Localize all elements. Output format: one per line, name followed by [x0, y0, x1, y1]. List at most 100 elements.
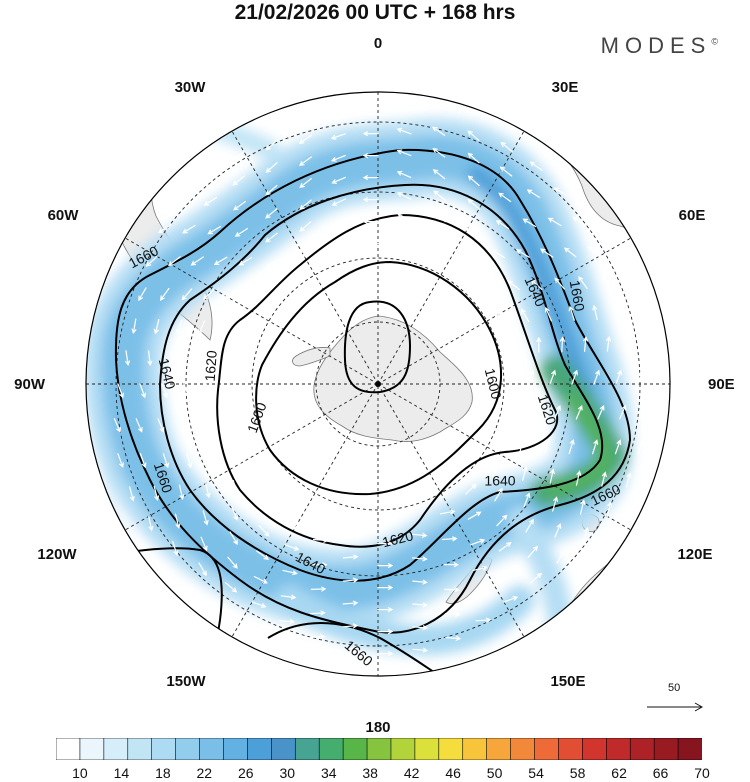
lon-label-0: 0 — [374, 35, 382, 52]
contour-1620 — [216, 213, 558, 548]
wind-arrow — [491, 249, 505, 259]
wind-arrow — [556, 549, 565, 564]
wind-arrow — [552, 496, 559, 512]
colorbar-box — [79, 738, 105, 760]
wind-arrow — [284, 544, 300, 551]
wind-arrow — [260, 500, 270, 514]
map-boundary — [85, 91, 671, 677]
wind-arrow — [129, 486, 135, 502]
wind-arrow — [238, 257, 253, 266]
wind-arrow — [532, 405, 539, 420]
wind-arrow — [377, 651, 394, 657]
contour-label: 1640 — [156, 357, 179, 391]
colorbar — [56, 738, 702, 760]
wind-arrow — [330, 133, 346, 140]
wind-arrow — [606, 335, 612, 352]
wind-arrow — [157, 418, 165, 433]
contour-1640 — [158, 183, 604, 582]
wind-arrow — [527, 369, 534, 385]
wind-arrow — [439, 509, 456, 515]
colorbar-box — [127, 738, 153, 760]
colorbar-tick-label: 14 — [113, 765, 130, 781]
wind-arrow — [145, 255, 158, 267]
wind-arrow — [159, 287, 170, 301]
wind-arrow — [310, 586, 327, 592]
wind-arrow — [523, 492, 531, 508]
wind-arrow — [498, 192, 512, 203]
lon-label-60e: 60E — [679, 207, 706, 224]
wind-arrow — [236, 351, 242, 368]
colorbar-tick-label: 30 — [279, 765, 296, 781]
wind-arrow — [153, 319, 160, 335]
colorbar-box — [486, 738, 512, 760]
wind-arrow — [183, 383, 190, 399]
wind-arrow — [213, 256, 228, 266]
wind-arrow — [169, 350, 175, 367]
wind-arrow — [554, 523, 562, 538]
colorbar-tick-label: 70 — [694, 765, 710, 781]
contour-1600-outer — [255, 260, 503, 496]
wind-arrow — [615, 304, 621, 320]
colorbar-tick-label: 66 — [652, 765, 669, 781]
wind-arrow — [210, 452, 216, 468]
lon-label-60w: 60W — [48, 207, 80, 224]
wind-arrow — [522, 465, 528, 482]
wind-arrow — [540, 248, 554, 258]
colorbar-box — [56, 738, 81, 760]
wind-arrow — [279, 619, 296, 625]
wind-arrow — [265, 208, 278, 219]
contour-label: 1640 — [484, 473, 515, 489]
wind-arrow — [282, 569, 298, 576]
wind-arrow — [530, 279, 543, 290]
wind-arrow — [265, 258, 280, 269]
colorbar-tick-label: 54 — [528, 765, 544, 781]
wind-arrow — [464, 250, 478, 260]
wind-arrow — [299, 221, 312, 232]
wind-arrow — [202, 288, 215, 300]
wind-arrow — [362, 153, 379, 159]
wind-arrow — [559, 336, 565, 353]
wind-arrow — [499, 166, 513, 177]
wind-arrow — [501, 569, 516, 578]
wind-arrow — [554, 277, 565, 290]
reference-vector-value: 50 — [668, 682, 681, 694]
wind-arrow — [432, 126, 446, 136]
south-pole-marker — [375, 381, 381, 387]
contour-label: 1620 — [202, 350, 220, 382]
wind-arrow — [396, 170, 412, 178]
colorbar-box — [582, 738, 607, 760]
reference-vector-arrow — [647, 702, 704, 712]
wind-arrow — [233, 200, 246, 211]
colorbar-tick-label: 26 — [238, 765, 254, 781]
wind-arrow — [362, 197, 379, 203]
lon-label-120e: 120E — [677, 546, 712, 563]
colorbar-box — [151, 738, 177, 760]
contour-label: 1600 — [482, 367, 505, 401]
wind-arrow — [314, 513, 331, 519]
lon-label-90e: 90E — [708, 376, 735, 393]
colorbar-box — [629, 738, 655, 760]
wind-arrow — [412, 625, 429, 631]
wind-arrow — [265, 162, 278, 173]
wind-arrow — [549, 468, 555, 484]
wind-arrow — [443, 562, 460, 568]
wind-arrow — [519, 437, 525, 453]
contour-label: 1620 — [381, 527, 415, 550]
wind-arrow — [526, 189, 541, 199]
wind-arrow — [579, 499, 586, 515]
wind-arrow — [161, 383, 168, 399]
wind-arrow — [331, 219, 347, 228]
wind-arrow — [258, 525, 270, 537]
wind-arrow — [186, 453, 193, 469]
colorbar-box — [653, 738, 679, 760]
wind-arrow — [615, 369, 622, 385]
meridian-line — [231, 130, 379, 385]
wind-arrow — [625, 472, 632, 488]
wind-arrow — [614, 439, 622, 455]
wind-arrow — [582, 527, 589, 543]
wind-arrow — [412, 647, 429, 653]
wind-arrow — [256, 550, 270, 560]
wind-arrow — [342, 600, 359, 606]
colorbar-tick-label: 34 — [321, 765, 337, 781]
